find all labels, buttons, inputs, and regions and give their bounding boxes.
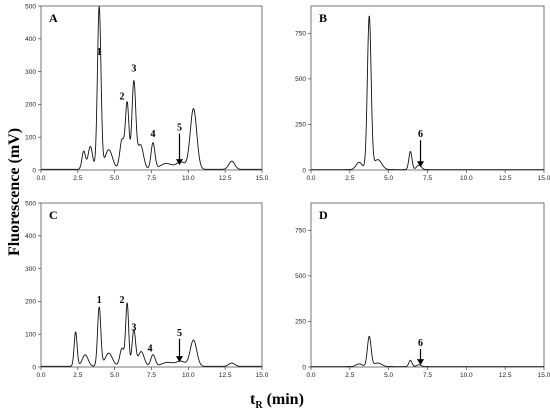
x-tick-label: 7.5 bbox=[147, 175, 156, 182]
x-tick-label: 5.0 bbox=[384, 175, 393, 182]
peak-label-3: 3 bbox=[131, 64, 136, 75]
panel-label-d: D bbox=[319, 208, 328, 222]
y-tick-label: 750 bbox=[295, 228, 306, 235]
x-tick-label: 0.0 bbox=[36, 175, 45, 182]
x-tick-label: 15.0 bbox=[256, 372, 269, 379]
peak-arrow-head-5 bbox=[175, 356, 183, 363]
x-tick-label: 12.5 bbox=[219, 372, 232, 379]
peak-label-2: 2 bbox=[120, 91, 125, 102]
panel-label-a: A bbox=[49, 11, 58, 25]
y-tick-label: 250 bbox=[295, 319, 306, 326]
peak-label-6: 6 bbox=[418, 338, 423, 349]
y-tick-label: 400 bbox=[25, 233, 36, 240]
y-tick-label: 400 bbox=[25, 36, 36, 43]
chromatogram-trace-b bbox=[310, 15, 545, 171]
x-axis-label-unit: (min) bbox=[263, 391, 304, 408]
x-tick-label: 15.0 bbox=[256, 175, 269, 182]
y-tick-label: 200 bbox=[25, 299, 36, 306]
peak-label-3: 3 bbox=[131, 322, 136, 333]
plot-frame-d bbox=[310, 202, 545, 368]
panel-a: 0.0 2.5 5.0 7.5 10.0 12.5 15.0 0 100 200 300 400 500… bbox=[25, 3, 269, 182]
x-tick-label: 10.0 bbox=[460, 175, 473, 182]
panel-b: 0.0 2.5 5.0 7.5 10.0 12.5 15.0 0 250 500 750 B 6 bbox=[295, 5, 550, 182]
x-tick-label: 7.5 bbox=[423, 372, 432, 379]
panel-label-b: B bbox=[319, 11, 327, 25]
x-axis-label-main: t bbox=[250, 391, 256, 408]
x-tick-label: 15.0 bbox=[538, 372, 550, 379]
y-tick-label: 750 bbox=[295, 31, 306, 38]
y-tick-label: 500 bbox=[25, 3, 36, 10]
x-tick-label: 5.0 bbox=[384, 372, 393, 379]
peak-label-1: 1 bbox=[97, 295, 102, 306]
x-tick-label: 12.5 bbox=[219, 175, 232, 182]
peak-label-6: 6 bbox=[418, 129, 423, 140]
x-tick-label: 7.5 bbox=[147, 372, 156, 379]
x-tick-label: 2.5 bbox=[73, 372, 82, 379]
peak-arrow-head-6 bbox=[417, 161, 425, 168]
x-tick-label: 12.5 bbox=[499, 175, 512, 182]
y-tick-label: 100 bbox=[25, 135, 36, 142]
x-tick-label: 0.0 bbox=[306, 372, 315, 379]
y-tick-label: 0 bbox=[32, 364, 36, 371]
peak-arrow-head-5 bbox=[175, 159, 183, 166]
x-tick-label: 10.0 bbox=[182, 175, 195, 182]
y-tick-label: 300 bbox=[25, 69, 36, 76]
y-tick-label: 500 bbox=[295, 76, 306, 83]
y-tick-label: 500 bbox=[295, 273, 306, 280]
x-tick-label: 15.0 bbox=[538, 175, 550, 182]
x-tick-label: 5.0 bbox=[110, 175, 119, 182]
x-tick-label: 2.5 bbox=[345, 175, 354, 182]
peak-label-5: 5 bbox=[177, 123, 182, 134]
y-tick-label: 300 bbox=[25, 266, 36, 273]
x-axis-label: tR (min) bbox=[250, 391, 304, 411]
x-tick-label: 7.5 bbox=[423, 175, 432, 182]
y-tick-label: 0 bbox=[302, 364, 306, 371]
plot-frame-a bbox=[40, 5, 263, 171]
x-tick-label: 0.0 bbox=[36, 372, 45, 379]
x-tick-label: 5.0 bbox=[110, 372, 119, 379]
peak-label-2: 2 bbox=[120, 295, 125, 306]
peak-arrow-head-6 bbox=[417, 359, 425, 366]
x-tick-label: 0.0 bbox=[306, 175, 315, 182]
x-tick-label: 10.0 bbox=[460, 372, 473, 379]
peak-label-4: 4 bbox=[148, 343, 153, 354]
peak-label-5: 5 bbox=[177, 328, 182, 339]
y-tick-label: 200 bbox=[25, 102, 36, 109]
y-axis-label: Fluorescence (mV) bbox=[6, 128, 23, 256]
peak-label-4: 4 bbox=[150, 129, 155, 140]
y-tick-label: 250 bbox=[295, 122, 306, 129]
y-tick-label: 0 bbox=[32, 167, 36, 174]
panel-d: 0.0 2.5 5.0 7.5 10.0 12.5 15.0 0 250 500 750 D 6 bbox=[295, 202, 550, 379]
y-tick-label: 0 bbox=[302, 167, 306, 174]
chromatogram-trace-c bbox=[40, 302, 263, 367]
x-tick-label: 2.5 bbox=[73, 175, 82, 182]
x-axis-label-sub: R bbox=[255, 400, 263, 411]
chromatogram-trace-a bbox=[40, 6, 263, 170]
peak-label-1: 1 bbox=[97, 47, 102, 58]
x-tick-label: 12.5 bbox=[499, 372, 512, 379]
x-tick-label: 10.0 bbox=[182, 372, 195, 379]
y-tick-label: 100 bbox=[25, 332, 36, 339]
chromatogram-trace-d bbox=[310, 335, 545, 368]
x-tick-label: 2.5 bbox=[345, 372, 354, 379]
y-tick-label: 500 bbox=[25, 200, 36, 207]
panel-label-c: C bbox=[49, 208, 58, 222]
panel-c: 0.0 2.5 5.0 7.5 10.0 12.5 15.0 0 100 200 300 400 500… bbox=[25, 200, 269, 379]
plot-frame-b bbox=[310, 5, 545, 171]
